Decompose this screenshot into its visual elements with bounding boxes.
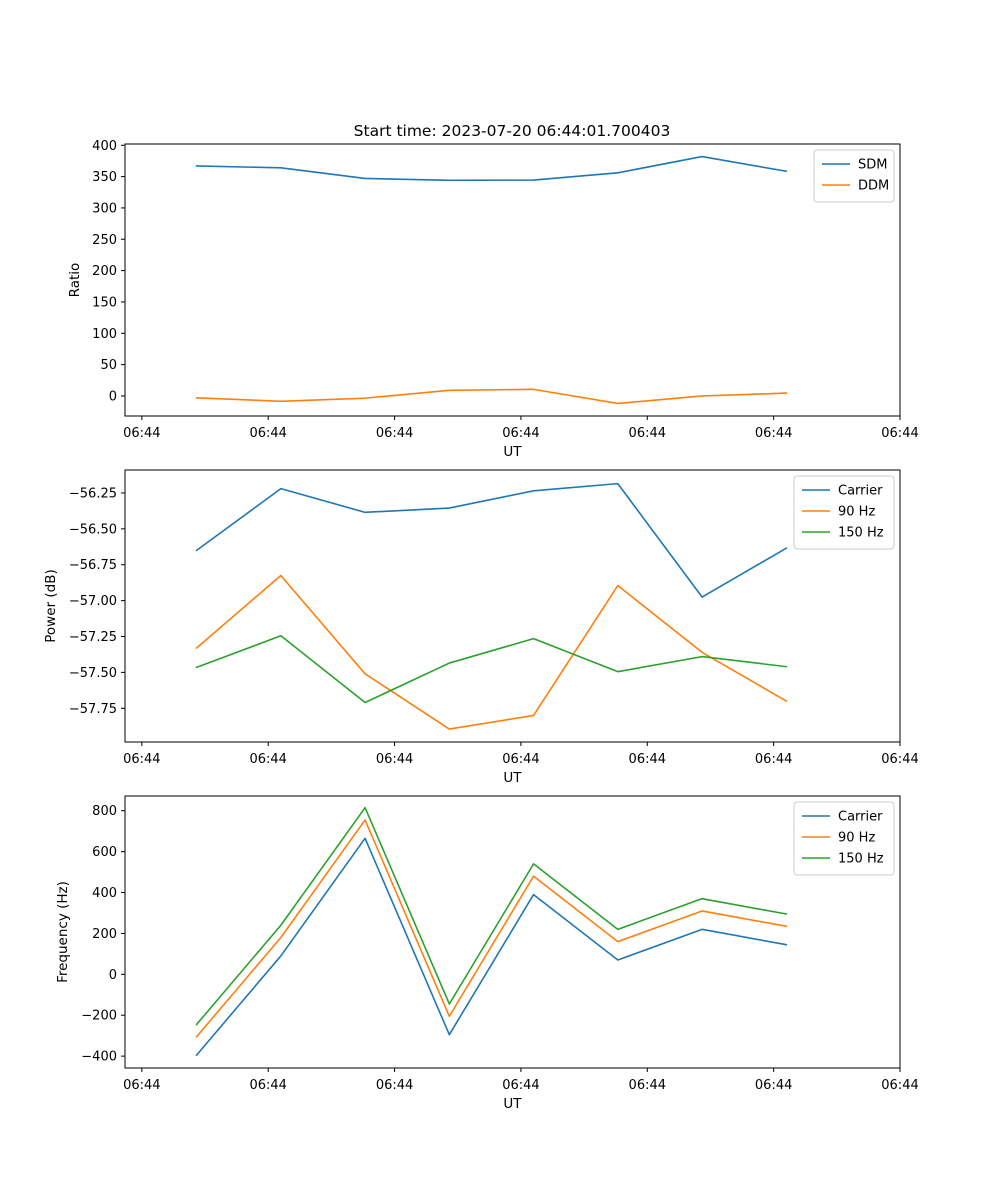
frequency-y-axis-label: Frequency (Hz) <box>55 881 71 983</box>
frequency-series-150-hz <box>195 806 788 1026</box>
frequency-legend-label: 150 Hz <box>838 852 884 867</box>
frequency-y-tick-label: −400 <box>81 1050 117 1065</box>
power-x-axis-label: UT <box>503 770 522 786</box>
frequency-legend-label: Carrier <box>838 810 883 825</box>
ratio-plot-frame <box>124 143 901 417</box>
power-series-carrier <box>195 482 788 598</box>
ratio-x-tick-label: 06:44 <box>881 426 918 441</box>
figure-title: Start time: 2023-07-20 06:44:01.700403 <box>354 122 671 140</box>
frequency-x-tick-label: 06:44 <box>376 1078 413 1093</box>
frequency-x-tick-label: 06:44 <box>502 1078 539 1093</box>
power-x-axis: 06:44 06:44 06:44 06:44 06:44 06:44 06:44 <box>123 742 919 767</box>
power-y-tick-label: −57.50 <box>69 666 117 681</box>
power-legend-label: Carrier <box>838 484 883 499</box>
frequency-series-90-hz <box>195 819 788 1038</box>
frequency-series-layer <box>195 806 788 1057</box>
power-x-tick-label: 06:44 <box>881 752 918 767</box>
ratio-y-tick-label: 0 <box>109 389 117 404</box>
ratio-y-tick-label: 200 <box>92 264 117 279</box>
power-y-tick-label: −57.25 <box>69 630 117 645</box>
frequency-y-tick-label: 200 <box>92 927 117 942</box>
power-y-tick-label: −56.75 <box>69 558 117 573</box>
power-x-tick-label: 06:44 <box>502 752 539 767</box>
power-x-tick-label: 06:44 <box>629 752 666 767</box>
frequency-x-axis: 06:44 06:44 06:44 06:44 06:44 06:44 06:44 <box>123 1068 919 1093</box>
power-legend-label: 150 Hz <box>838 526 884 541</box>
ratio-legend: SDM DDM <box>813 149 895 203</box>
ratio-x-tick-label: 06:44 <box>755 426 792 441</box>
ratio-x-axis: 06:44 06:44 06:44 06:44 06:44 06:44 06:44 <box>123 416 919 441</box>
frequency-y-tick-label: 400 <box>92 886 117 901</box>
ratio-legend-label: DDM <box>858 179 889 194</box>
ratio-y-tick-label: 150 <box>92 295 117 310</box>
ratio-y-tick-label: 250 <box>92 233 117 248</box>
ratio-y-tick-label: 50 <box>100 358 117 373</box>
frequency-y-axis: −400 −200 0 200 400 600 800 <box>81 804 125 1065</box>
frequency-y-tick-label: 600 <box>92 845 117 860</box>
power-y-tick-label: −57.00 <box>69 594 117 609</box>
frequency-x-tick-label: 06:44 <box>881 1078 918 1093</box>
power-series-90-hz <box>195 574 788 730</box>
ratio-series-layer <box>195 155 788 405</box>
power-legend-box <box>793 475 895 550</box>
frequency-legend-box <box>793 801 895 876</box>
power-plot-frame <box>124 469 901 743</box>
ratio-x-tick-label: 06:44 <box>249 426 286 441</box>
ratio-legend-label: SDM <box>858 158 887 173</box>
frequency-x-tick-label: 06:44 <box>123 1078 160 1093</box>
frequency-plot-frame <box>124 795 901 1069</box>
ratio-x-tick-label: 06:44 <box>629 426 666 441</box>
frequency-x-axis-label: UT <box>503 1096 522 1112</box>
power-x-tick-label: 06:44 <box>755 752 792 767</box>
frequency-y-tick-label: 0 <box>109 968 117 983</box>
ratio-x-tick-label: 06:44 <box>123 426 160 441</box>
ratio-x-tick-label: 06:44 <box>502 426 539 441</box>
ratio-x-tick-label: 06:44 <box>376 426 413 441</box>
ratio-y-tick-label: 100 <box>92 327 117 342</box>
ratio-series-ddm <box>195 388 788 405</box>
frequency-panel: 06:44 06:44 06:44 06:44 06:44 06:44 06:44 −400… <box>55 795 919 1112</box>
ratio-y-axis: 0 50 100 150 200 250 300 350 400 <box>92 139 125 404</box>
frequency-series-carrier <box>195 837 788 1057</box>
power-y-axis-label: Power (dB) <box>43 569 59 642</box>
frequency-legend-label: 90 Hz <box>838 831 875 846</box>
ratio-series-sdm <box>195 155 788 182</box>
power-y-tick-label: −56.50 <box>69 522 117 537</box>
power-y-tick-label: −56.25 <box>69 486 117 501</box>
power-x-tick-label: 06:44 <box>249 752 286 767</box>
frequency-legend: Carrier 90 Hz 150 Hz <box>793 801 895 876</box>
ratio-y-tick-label: 300 <box>92 201 117 216</box>
ratio-y-tick-label: 350 <box>92 170 117 185</box>
power-y-tick-label: −57.75 <box>69 702 117 717</box>
ratio-y-axis-label: Ratio <box>67 263 83 298</box>
ratio-legend-box <box>813 149 895 203</box>
power-series-150-hz <box>195 634 788 704</box>
power-x-tick-label: 06:44 <box>123 752 160 767</box>
power-y-axis: −57.75 −57.50 −57.25 −57.00 −56.75 −56.50 −56.… <box>69 486 125 717</box>
power-legend-label: 90 Hz <box>838 505 875 520</box>
frequency-y-tick-label: −200 <box>81 1009 117 1024</box>
frequency-x-tick-label: 06:44 <box>629 1078 666 1093</box>
frequency-x-tick-label: 06:44 <box>249 1078 286 1093</box>
frequency-x-tick-label: 06:44 <box>755 1078 792 1093</box>
power-panel: 06:44 06:44 06:44 06:44 06:44 06:44 06:44 −57.… <box>43 469 919 786</box>
frequency-y-tick-label: 800 <box>92 804 117 819</box>
ratio-y-tick-label: 400 <box>92 139 117 154</box>
ratio-panel: Start time: 2023-07-20 06:44:01.700403 0… <box>67 122 919 460</box>
ratio-x-axis-label: UT <box>503 444 522 460</box>
power-x-tick-label: 06:44 <box>376 752 413 767</box>
power-legend: Carrier 90 Hz 150 Hz <box>793 475 895 550</box>
power-series-layer <box>195 482 788 730</box>
